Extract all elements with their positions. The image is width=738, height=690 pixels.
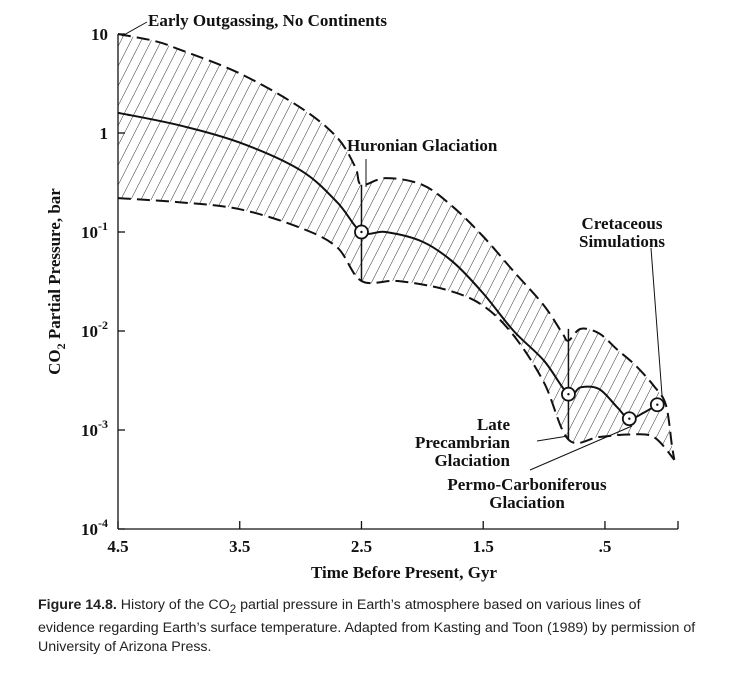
x-tick-label: .5: [599, 537, 612, 556]
x-tick-label: 4.5: [107, 537, 128, 556]
y-tick-label: 10-1: [81, 219, 108, 242]
upper-bound-dashed: [117, 33, 676, 460]
x-tick-label: 2.5: [351, 537, 372, 556]
annotation-leader-line: [650, 247, 663, 396]
caption-text-1: History of the CO: [116, 597, 230, 613]
annotation-leader-line: [536, 435, 569, 442]
caption-text-2: partial pressure in Earth’s atmosphere b…: [38, 597, 696, 655]
annotation-label: Cretaceous Simulations: [579, 214, 665, 251]
y-axis-label: CO2 Partial Pressure, bar: [45, 188, 68, 375]
lower-bound-dashed: [117, 197, 676, 461]
annotation-label: Late Precambrian Glaciation: [415, 415, 511, 470]
annotation-label: Permo-Carboniferous Glaciation: [447, 475, 607, 512]
caption-subscript: 2: [229, 601, 237, 616]
data-point-center: [360, 230, 363, 234]
x-tick-label: 3.5: [229, 537, 250, 556]
y-tick-label: 10: [91, 25, 108, 44]
x-axis-label: Time Before Present, Gyr: [311, 563, 497, 582]
y-tick-label: 10-4: [81, 516, 108, 539]
annotation-leader-line: [121, 21, 148, 37]
data-point-center: [567, 392, 570, 396]
hatched-band: [118, 34, 675, 460]
y-tick-label: 10-2: [81, 318, 108, 341]
figure-caption: Figure 14.8. History of the CO2 partial …: [38, 596, 698, 657]
y-tick-label: 1: [100, 124, 109, 143]
data-point-center: [656, 403, 659, 406]
figure-label: Figure 14.8.: [38, 597, 117, 613]
co2-history-chart: 10 1 10-1 10-2 10-3 10-44.5 3.5 2.5 1.5 .5 Time Be…: [45, 11, 679, 582]
annotation-label: Huronian Glaciation: [347, 136, 498, 155]
x-tick-label: 1.5: [473, 537, 494, 556]
data-point-center: [628, 417, 631, 420]
y-tick-label: 10-3: [81, 417, 108, 440]
central-curve: [117, 111, 658, 420]
annotation-label: Early Outgassing, No Continents: [148, 11, 387, 30]
annotation-leader-line: [529, 425, 633, 471]
